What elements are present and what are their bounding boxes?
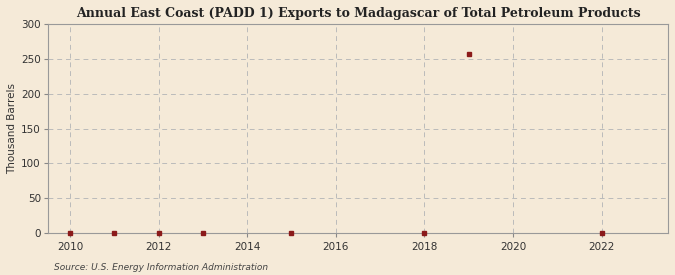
- Title: Annual East Coast (PADD 1) Exports to Madagascar of Total Petroleum Products: Annual East Coast (PADD 1) Exports to Ma…: [76, 7, 641, 20]
- Text: Source: U.S. Energy Information Administration: Source: U.S. Energy Information Administ…: [54, 263, 268, 272]
- Y-axis label: Thousand Barrels: Thousand Barrels: [7, 83, 17, 174]
